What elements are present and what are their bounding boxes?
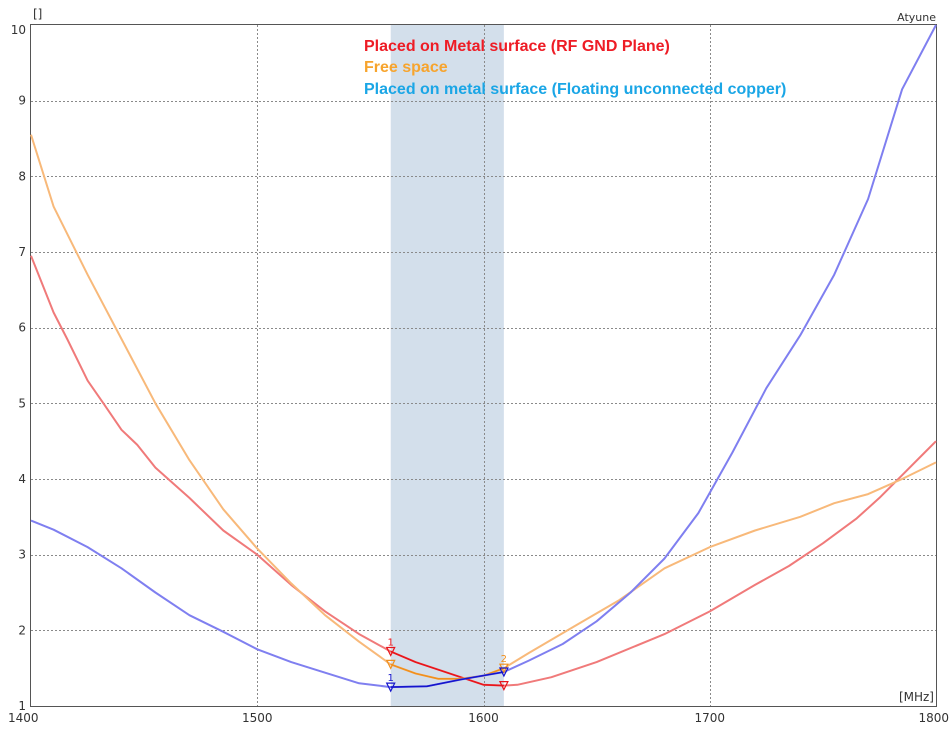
y-tick-label: 9 [18,94,26,108]
marker-triangle [498,667,509,678]
y-tick-label: 2 [18,623,26,637]
y-unit-label: [] [33,7,42,21]
marker-triangle [385,659,396,670]
y-tick-label: 3 [18,548,26,562]
highlight-band [390,25,504,706]
series-band-segment-3 [390,671,505,688]
marker-label: 1 [388,638,394,649]
marker-label: 2 [501,654,507,665]
legend-item-free-space: Free space [364,59,448,76]
y-tick-label: 10 [11,23,26,37]
app-name-label: Atyune [897,11,936,24]
x-unit-label: [MHz] [899,690,934,704]
y-tick-label: 8 [18,169,26,183]
y-tick-label: 6 [18,321,26,335]
x-tick-label: 1600 [468,711,499,725]
x-tick-label: 1400 [8,711,39,725]
marker-triangle [385,682,396,693]
marker-triangle [498,681,509,691]
marker-triangle [385,646,396,657]
x-tick-label: 1800 [918,711,949,725]
legend: Placed on Metal surface (RF GND Plane) F… [364,38,786,98]
y-tick-label: 4 [18,472,26,486]
y-tick-label: 5 [18,396,26,410]
legend-item-floating-copper: Placed on metal surface (Floating unconn… [364,81,786,98]
y-tick-label: 7 [18,245,26,259]
series-band-segment-1 [390,650,504,687]
marker-label: 1 [388,673,394,684]
x-tick-label: 1500 [242,711,273,725]
legend-item-rf-gnd: Placed on Metal surface (RF GND Plane) [364,38,670,55]
x-tick-label: 1700 [694,711,725,725]
plot-frame [30,24,937,707]
y-tick-label: 1 [18,699,26,713]
